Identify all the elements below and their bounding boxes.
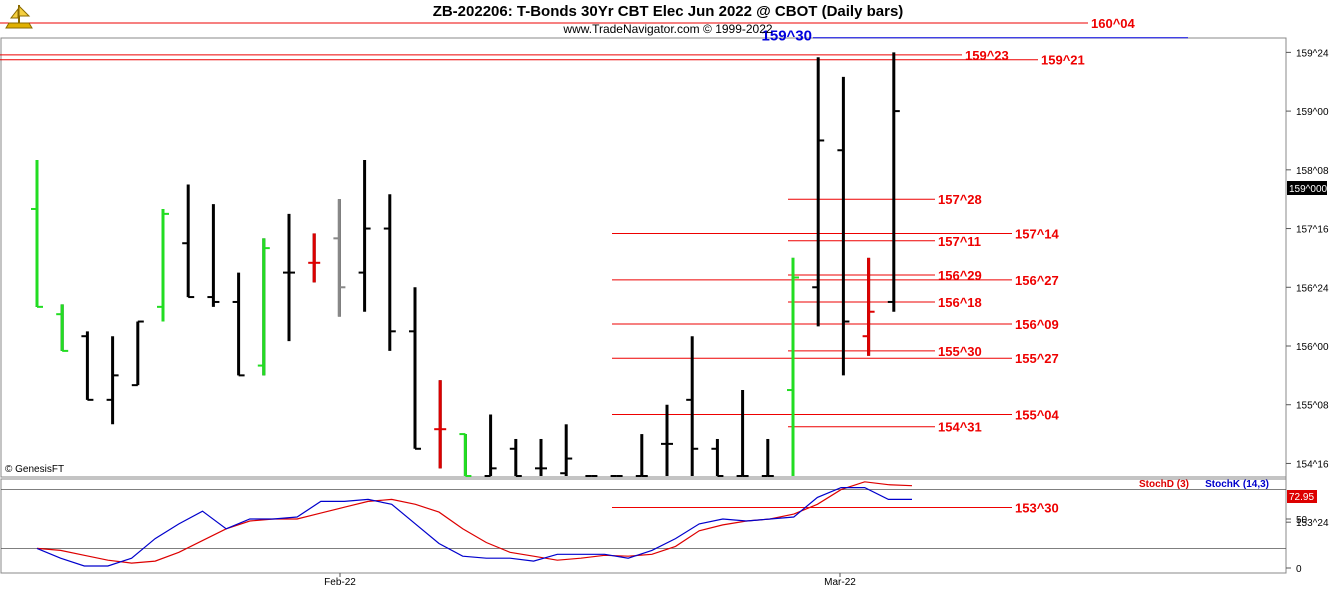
ohlc-bar [635,434,648,477]
level-label: 153^30 [1015,500,1059,515]
stochastic-lines: 50 0 [1,481,1308,575]
price-axis: 153^24 154^16 155^08 156^00 156^24 157^16 158^… [1286,0,1329,529]
price-levels: 161^19161^16161^09160^28160^16160^04159^… [0,0,1241,515]
level-label: 155^04 [1015,408,1060,423]
level-label: 156^09 [1015,317,1059,332]
ohlc-bar [434,380,447,469]
ohlc-bar [308,233,321,283]
ohlc-bar [207,204,220,307]
ohlc-bar [56,304,69,352]
ohlc-bar [333,199,346,317]
y-tick-label: 156^24 [1296,283,1329,294]
y-tick-label: 155^08 [1296,401,1329,412]
chart-subtitle: www.TradeNavigator.com © 1999-2022 [563,22,773,36]
level-label: 159^21 [1041,53,1085,68]
ohlc-bar [383,194,396,351]
y-tick-label: 160^16 [1296,0,1329,1]
level-label: 159^23 [965,48,1009,63]
level-label: 159^30 [762,28,812,45]
ohlc-bar [761,438,774,477]
ohlc-bar [535,438,547,476]
stoch-series-1 [36,487,912,567]
price-bars [31,52,900,477]
trade-navigator-logo-icon [2,2,36,32]
ohlc-bar [560,424,573,476]
stoch-value-badge-bg [1287,490,1317,503]
level-label: 157^14 [1015,226,1060,241]
legend-stochk: StochK (14,3) [1205,479,1269,490]
last-price-badge-bg [1287,181,1327,195]
level-label: 156^29 [938,268,982,283]
level-label: 155^27 [1015,351,1059,366]
price-panel [0,37,1287,478]
ohlc-bar [283,213,295,342]
legend-stochd: StochD (3) [1139,479,1189,490]
time-axis: Feb-22 Mar-22 [324,573,856,588]
stoch-tick-label: 0 [1296,564,1302,575]
ohlc-bar [887,52,900,312]
ohlc-bar [232,272,245,377]
ohlc-bar [711,438,724,477]
y-tick-label: 158^08 [1296,166,1329,177]
y-tick-label: 159^00 [1296,107,1329,118]
ohlc-bar [509,438,522,477]
stochastic-panel [0,478,1287,574]
ohlc-bar [837,76,850,376]
stoch-value-badge: 72.95 [1289,492,1314,503]
ohlc-bar [409,287,421,450]
ohlc-bar [812,57,825,327]
y-tick-label: 154^16 [1296,459,1329,470]
ohlc-bar [484,414,497,477]
stoch-tick-label: 50 [1296,515,1308,526]
ohlc-bar [787,257,799,476]
ohlc-bar [257,238,270,376]
level-label: 156^27 [1015,273,1059,288]
y-tick-label: 157^16 [1296,225,1329,236]
ohlc-bar [182,184,195,299]
y-tick-label: 153^24 [1296,518,1329,529]
level-label: 156^18 [938,295,982,310]
ohlc-bar [81,331,94,401]
level-label: 157^11 [938,234,981,249]
ohlc-bar [661,404,673,476]
level-label: 160^04 [1091,16,1136,31]
level-label: 155^30 [938,344,982,359]
ohlc-bar [686,336,699,476]
x-tick-label: Mar-22 [824,577,856,588]
last-price-badge: 159^000 [1289,184,1328,195]
genesis-copyright: © GenesisFT [5,464,64,475]
y-tick-label: 159^24 [1296,48,1329,59]
level-label: 157^28 [938,192,982,207]
chart-title: ZB-202206: T-Bonds 30Yr CBT Elec Jun 202… [432,3,904,20]
ohlc-bar [106,336,119,425]
ohlc-bar [157,208,169,322]
ohlc-bar [862,257,875,356]
ohlc-bar [459,433,472,477]
x-tick-label: Feb-22 [324,577,356,588]
ohlc-bar [31,160,43,308]
level-label: 154^31 [938,420,982,435]
ohlc-bar [736,390,749,477]
level-label: 160^16 [1191,0,1241,4]
y-tick-label: 156^00 [1296,342,1329,353]
ohlc-bar [358,160,371,312]
ohlc-bar [131,320,144,387]
